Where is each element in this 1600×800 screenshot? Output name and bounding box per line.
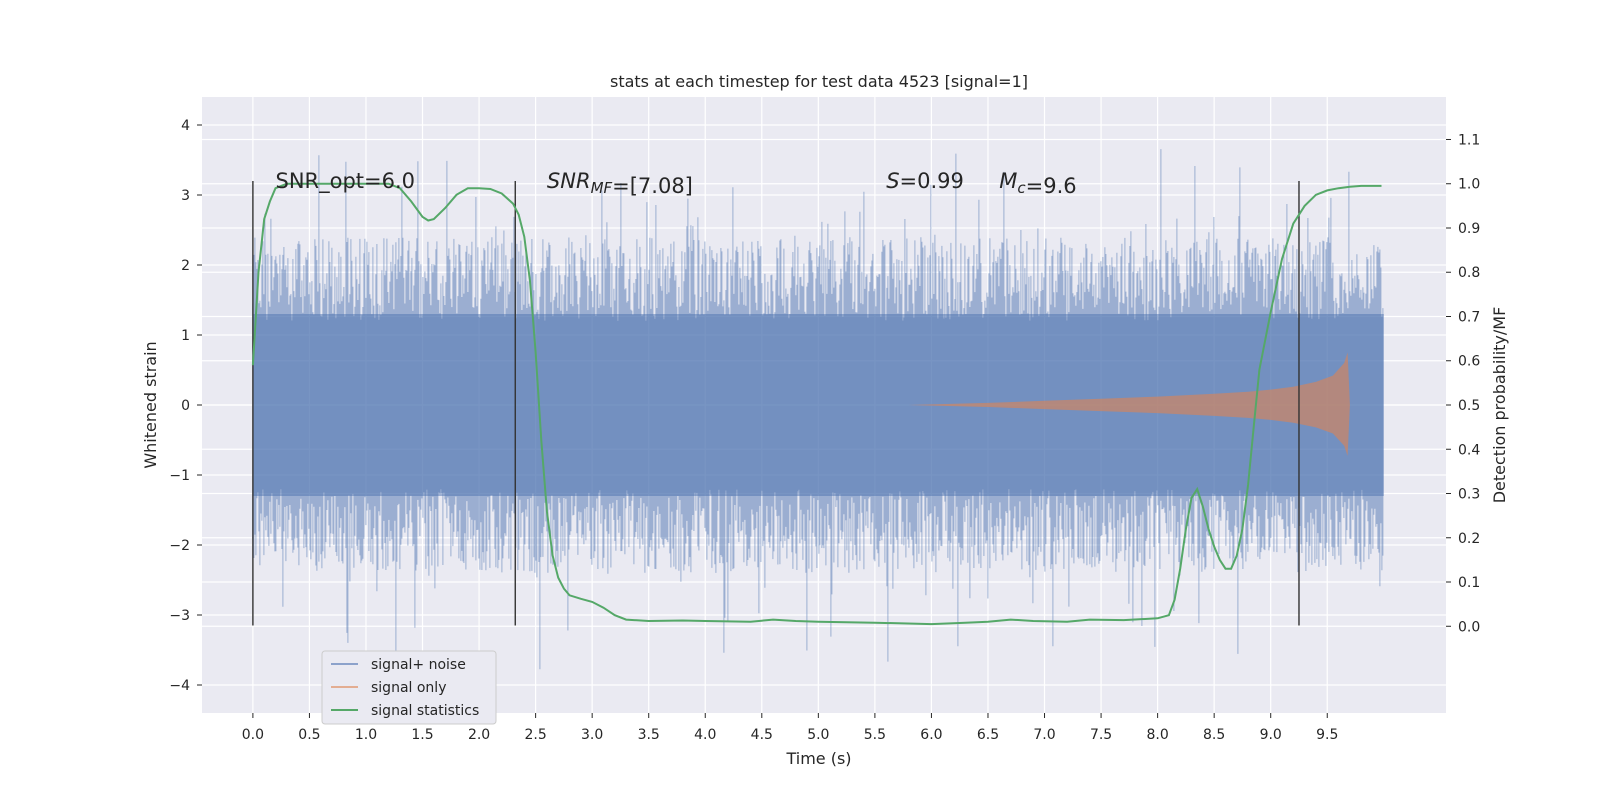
signal-envelope bbox=[908, 352, 1350, 456]
y2-tick-label: 0.1 bbox=[1458, 575, 1480, 591]
y-tick-label: −4 bbox=[169, 678, 190, 694]
legend: signal+ noise signal only signal statist… bbox=[321, 650, 497, 725]
annotation: Mc=9.6 bbox=[999, 169, 1076, 198]
x-tick-label: 7.0 bbox=[1033, 727, 1055, 743]
x-tick-label: 1.0 bbox=[355, 727, 377, 743]
annotation-part: M bbox=[999, 169, 1017, 193]
y2-tick-label: 0.4 bbox=[1458, 442, 1480, 458]
annotation-part: SNR_opt=6.0 bbox=[276, 169, 416, 194]
signal-only-series bbox=[908, 352, 1350, 456]
annotation: SNR_opt=6.0 bbox=[276, 169, 416, 194]
annotations: SNR_opt=6.0 SNRMF=[7.08] S=0.99 Mc=9.6 bbox=[276, 169, 1077, 198]
y-tick-label: −1 bbox=[169, 468, 190, 484]
y2-tick-label: 0.8 bbox=[1458, 265, 1480, 281]
y2-tick-label: 1.0 bbox=[1458, 177, 1480, 193]
annotation-part: MF bbox=[591, 179, 613, 197]
y2-tick-label: 0.0 bbox=[1458, 619, 1480, 635]
chart-title: stats at each timestep for test data 452… bbox=[610, 72, 1028, 91]
x-tick-label: 8.5 bbox=[1203, 727, 1225, 743]
y-tick-label: 4 bbox=[181, 118, 190, 134]
legend-label-stats: signal statistics bbox=[371, 703, 479, 719]
x-tick-label: 0.5 bbox=[298, 727, 320, 743]
y2-tick-label: 0.6 bbox=[1458, 354, 1480, 370]
y-tick-label: −2 bbox=[169, 538, 190, 554]
y2-axis-ticks: 0.0 0.1 0.2 0.3 0.4 0.5 0.6 0.7 0.8 0.9 1.0 1.1 bbox=[1446, 132, 1480, 635]
x-tick-label: 4.0 bbox=[694, 727, 716, 743]
y2-tick-label: 0.7 bbox=[1458, 309, 1480, 325]
x-tick-label: 5.0 bbox=[807, 727, 829, 743]
annotation-part: =9.6 bbox=[1026, 174, 1077, 198]
x-tick-label: 2.0 bbox=[468, 727, 490, 743]
x-tick-label: 3.0 bbox=[581, 727, 603, 743]
y-tick-label: 1 bbox=[181, 328, 190, 344]
annotation: SNRMF=[7.08] bbox=[547, 169, 693, 198]
y-tick-label: −3 bbox=[169, 608, 190, 624]
annotation-part: SNR bbox=[547, 169, 591, 193]
annotation-part: c bbox=[1017, 179, 1026, 197]
y2-tick-label: 0.2 bbox=[1458, 531, 1480, 547]
y-tick-label: 2 bbox=[181, 258, 190, 274]
x-tick-label: 9.0 bbox=[1260, 727, 1282, 743]
x-tick-label: 2.5 bbox=[524, 727, 546, 743]
x-tick-label: 3.5 bbox=[638, 727, 660, 743]
legend-label-signal: signal only bbox=[371, 680, 446, 696]
y2-tick-label: 0.9 bbox=[1458, 221, 1480, 237]
y2-axis-label: Detection probability/MF bbox=[1490, 307, 1509, 504]
x-axis-label: Time (s) bbox=[785, 749, 851, 768]
vertical-markers bbox=[252, 181, 1300, 626]
legend-box bbox=[321, 650, 497, 725]
annotation-part: S bbox=[886, 169, 899, 193]
y-tick-label: 0 bbox=[181, 398, 190, 414]
x-tick-label: 6.5 bbox=[977, 727, 999, 743]
signal-statistics-line bbox=[251, 182, 1382, 626]
x-axis-ticks: 0.0 0.5 1.0 1.5 2.0 2.5 3.0 3.5 4.0 4.5 5.0 5.5 6.0 6… bbox=[242, 713, 1338, 743]
y2-tick-label: 0.5 bbox=[1458, 398, 1480, 414]
x-tick-label: 5.5 bbox=[864, 727, 886, 743]
y2-tick-label: 0.3 bbox=[1458, 487, 1480, 503]
y2-tick-label: 1.1 bbox=[1458, 132, 1480, 148]
x-tick-label: 4.5 bbox=[751, 727, 773, 743]
annotation: S=0.99 bbox=[886, 169, 964, 193]
legend-label-noise: signal+ noise bbox=[371, 657, 466, 673]
y-axis-ticks: −4 −3 −2 −1 0 1 2 3 4 bbox=[169, 118, 202, 694]
annotation-part: =[7.08] bbox=[612, 174, 693, 198]
x-tick-label: 6.0 bbox=[920, 727, 942, 743]
x-tick-label: 7.5 bbox=[1090, 727, 1112, 743]
annotation-part: =0.99 bbox=[900, 169, 964, 193]
x-tick-label: 8.0 bbox=[1146, 727, 1168, 743]
x-tick-label: 0.0 bbox=[242, 727, 264, 743]
x-tick-label: 9.5 bbox=[1316, 727, 1338, 743]
x-tick-label: 1.5 bbox=[411, 727, 433, 743]
y-axis-label: Whitened strain bbox=[141, 341, 160, 468]
y-tick-label: 3 bbox=[181, 188, 190, 204]
